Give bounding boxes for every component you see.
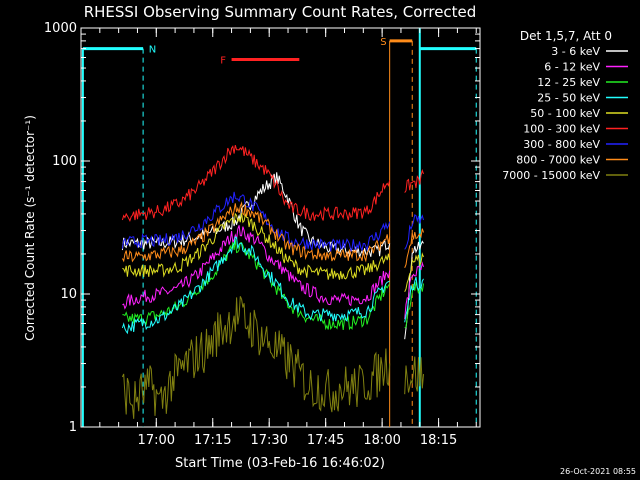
night-label: N xyxy=(149,45,156,56)
flare-label: F xyxy=(220,55,226,66)
series-line xyxy=(404,252,424,293)
x-axis: 17:00 17:15 17:30 17:45 18:00 18:15 xyxy=(99,28,477,448)
legend-entry-label: 100 - 300 keV xyxy=(523,123,600,136)
legend-entry-label: 300 - 800 keV xyxy=(523,138,600,151)
y-tick-label: 1000 xyxy=(44,21,77,36)
series-line xyxy=(404,228,424,268)
series-layer xyxy=(121,144,424,419)
series-line xyxy=(404,214,424,250)
annotation-layer: N F S xyxy=(81,28,477,427)
series-line xyxy=(122,225,391,310)
series-line xyxy=(121,236,390,335)
legend-entry-label: 3 - 6 keV xyxy=(551,45,600,58)
x-tick-label: 17:30 xyxy=(250,433,287,448)
plot-area: N F S 1 10 100 1000 17:00 17:15 17:30 17:45 18:00… xyxy=(44,21,481,448)
legend-entry-label: 25 - 50 keV xyxy=(537,92,600,105)
x-tick-label: 17:45 xyxy=(307,433,344,448)
x-axis-label: Start Time (03-Feb-16 16:46:02) xyxy=(175,456,385,471)
series-line xyxy=(121,201,391,263)
legend-title: Det 1,5,7, Att 0 xyxy=(520,29,612,43)
footer-date: 26-Oct-2021 08:55 xyxy=(560,467,636,476)
plot-frame xyxy=(80,27,481,428)
series-line xyxy=(404,168,424,193)
legend-entry-label: 7000 - 15000 keV xyxy=(502,169,600,182)
saa-label: S xyxy=(380,37,386,48)
x-tick-label: 18:00 xyxy=(363,433,400,448)
y-axis-label: Corrected Count Rate (s⁻¹ detector⁻¹) xyxy=(23,115,37,341)
series-line xyxy=(404,261,424,320)
series-line xyxy=(404,356,424,395)
series-line xyxy=(122,212,391,280)
x-tick-label: 18:15 xyxy=(420,433,457,448)
legend-entry-label: 50 - 100 keV xyxy=(530,107,600,120)
chart-title: RHESSI Observing Summary Count Rates, Co… xyxy=(84,3,477,21)
x-tick-label: 17:00 xyxy=(138,433,175,448)
legend: Det 1,5,7, Att 0 3 - 6 keV 6 - 12 keV 12 -… xyxy=(502,29,628,182)
series-line xyxy=(404,276,424,323)
series-line xyxy=(121,144,391,223)
x-tick-label: 17:15 xyxy=(194,433,231,448)
series-line xyxy=(121,296,391,419)
y-tick-label: 1 xyxy=(69,420,77,435)
legend-entry-label: 800 - 7000 keV xyxy=(516,154,600,167)
legend-entry-label: 12 - 25 keV xyxy=(537,76,600,89)
y-tick-label: 100 xyxy=(52,154,77,169)
y-axis: 1 10 100 1000 xyxy=(44,21,480,435)
legend-entry-label: 6 - 12 keV xyxy=(544,61,600,74)
y-tick-label: 10 xyxy=(60,287,77,302)
series-line xyxy=(121,191,391,253)
